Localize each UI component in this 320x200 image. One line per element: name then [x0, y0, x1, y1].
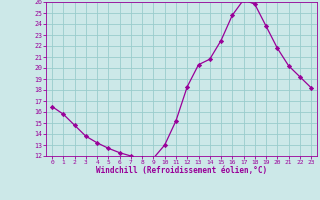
X-axis label: Windchill (Refroidissement éolien,°C): Windchill (Refroidissement éolien,°C) — [96, 166, 267, 175]
